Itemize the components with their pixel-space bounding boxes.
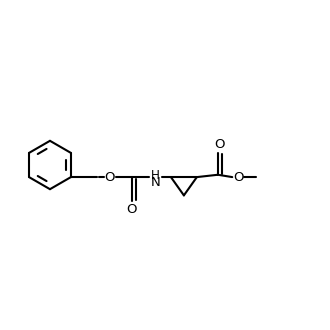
Text: H: H [151,169,160,182]
Text: O: O [127,203,137,216]
Text: O: O [105,171,115,183]
Text: O: O [233,171,244,183]
Text: O: O [214,138,225,151]
Text: N: N [151,177,160,189]
